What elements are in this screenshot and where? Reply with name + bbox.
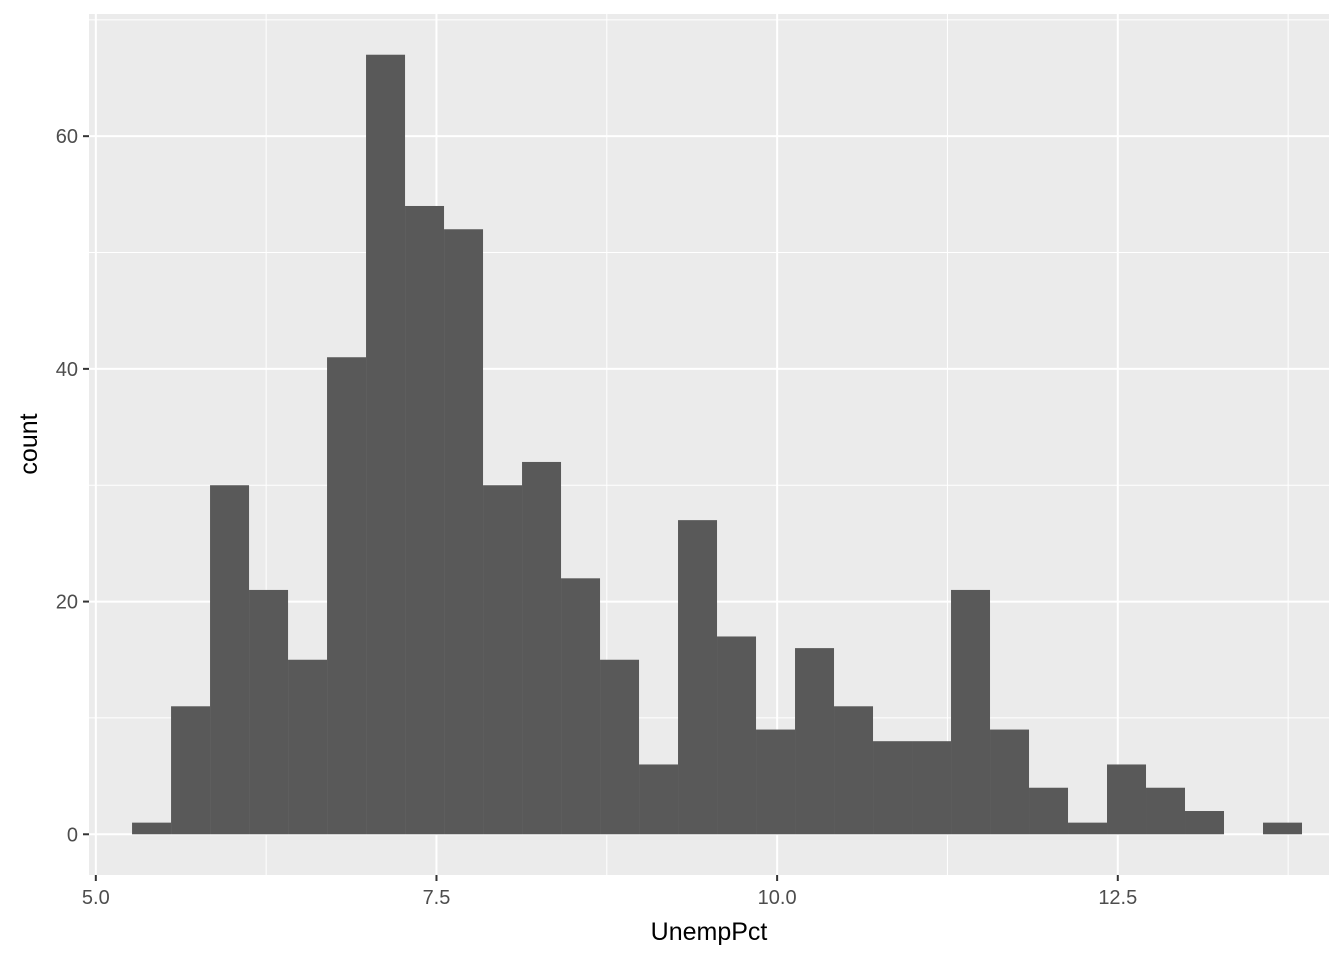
histogram-bar — [249, 589, 289, 835]
histogram-bar — [210, 485, 250, 835]
minor-gridlines — [89, 14, 1329, 875]
histogram-bar — [1263, 822, 1303, 835]
y-axis-ticks: 0 20 40 60 — [56, 126, 89, 846]
histogram-bar — [795, 648, 835, 835]
x-axis-title: UnempPct — [651, 918, 768, 946]
histogram-bar — [1029, 787, 1069, 835]
histogram-bar — [1107, 764, 1147, 835]
x-axis-ticks: 5.0 7.5 10.0 12.5 — [82, 875, 1137, 909]
histogram-bars — [132, 54, 1303, 835]
x-tick-label: 7.5 — [423, 887, 451, 909]
histogram-bar — [522, 461, 562, 835]
histogram-bar — [366, 54, 406, 835]
histogram-bar — [561, 578, 601, 835]
histogram-bar — [678, 520, 718, 835]
histogram-bar — [444, 229, 484, 835]
histogram-bar — [717, 636, 757, 835]
x-tick-label: 10.0 — [758, 887, 797, 909]
histogram-bar — [171, 706, 211, 835]
histogram-bar — [834, 706, 874, 835]
histogram-bar — [990, 729, 1030, 835]
histogram-bar — [951, 589, 991, 835]
y-tick-label: 40 — [56, 359, 78, 381]
y-tick-label: 0 — [67, 824, 78, 846]
histogram-bar — [1146, 787, 1186, 835]
y-axis-title: count — [15, 413, 43, 474]
histogram-bar — [1068, 822, 1108, 835]
x-tick-label: 12.5 — [1098, 887, 1137, 909]
histogram-bar — [600, 659, 640, 835]
histogram-bar — [873, 741, 913, 835]
histogram-bar — [912, 741, 952, 835]
histogram-bar — [639, 764, 679, 835]
histogram-bar — [756, 729, 796, 835]
histogram-bar — [1185, 811, 1225, 835]
histogram-bar — [132, 822, 172, 835]
y-tick-label: 60 — [56, 126, 78, 148]
x-tick-label: 5.0 — [82, 887, 110, 909]
histogram-bar — [327, 357, 367, 835]
histogram-bar — [483, 485, 523, 835]
y-tick-label: 20 — [56, 592, 78, 614]
histogram-bar — [405, 205, 445, 835]
histogram-bar — [288, 659, 328, 835]
